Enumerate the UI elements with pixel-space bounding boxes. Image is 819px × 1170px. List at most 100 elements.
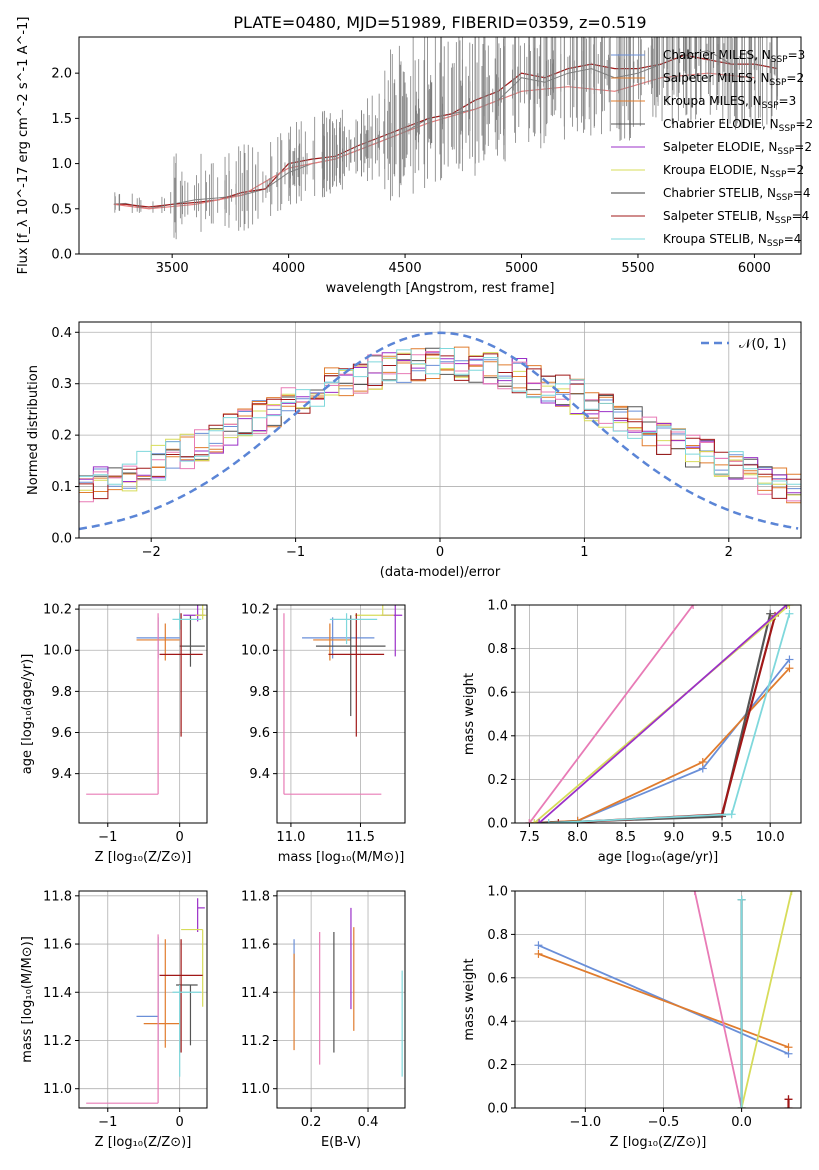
legend-eq: =4 — [793, 186, 811, 200]
plot-area — [293, 907, 403, 1077]
x-tick-label: 7.5 — [519, 830, 540, 845]
y-tick-label: 0.2 — [51, 429, 72, 444]
legend-sub: SSP — [767, 239, 784, 249]
plot-area — [79, 331, 801, 531]
legend-sub: SSP — [777, 147, 794, 157]
legend-label-4: Salpeter ELODIE, NSSP=2 — [663, 140, 812, 157]
massweight-line-0 — [538, 944, 789, 1055]
x-axis-label: mass [log₁₀(M/M⊙)] — [278, 850, 405, 865]
y-tick-label: 1.0 — [487, 599, 508, 614]
massweight-line-2 — [693, 891, 743, 1108]
x-tick-label: 11.5 — [346, 830, 375, 845]
plot-area — [283, 605, 403, 795]
y-tick-label: 0.2 — [487, 1058, 508, 1073]
y-axis-label: Normed distribution — [26, 365, 41, 495]
axes-frame — [78, 890, 208, 1109]
residual-histogram-8 — [79, 348, 801, 485]
massweight-vs-metallicity-panel: −1.0 −0.5 0.0 0.0 0.2 0.4 0.6 0.8 1.0 Z [log₁₀(Z/… — [462, 885, 802, 1150]
axes-frame — [276, 604, 406, 824]
massweight-vs-age-panel: 7.5 8.0 8.5 9.0 9.5 10.0 0.0 0.2 0.4 0.6 0.8 1.0 age… — [462, 599, 802, 865]
plot-area — [113, 37, 778, 240]
massweight-line-4 — [528, 605, 694, 823]
y-tick-label: 10.2 — [43, 603, 72, 618]
plot-area — [86, 605, 207, 795]
y-tick-label: 11.0 — [43, 1082, 72, 1097]
y-tick-label: 0.0 — [487, 1102, 508, 1117]
mass-vs-ebv-panel: 0.2 0.4 11.0 11.2 11.4 11.6 11.8 E(B-V) — [241, 889, 406, 1150]
x-axis-label: wavelength [Angstrom, rest frame] — [326, 281, 555, 296]
y-tick-label: 0.4 — [487, 1015, 508, 1030]
y-tick-label: 11.8 — [241, 889, 270, 904]
legend-eq: =2 — [786, 163, 804, 177]
x-tick-label: 2 — [725, 545, 733, 560]
legend-eq: =2 — [794, 140, 812, 154]
massweight-line-0 — [529, 658, 791, 823]
x-tick-label: −1.0 — [570, 1115, 602, 1130]
massweight-line-5 — [740, 891, 793, 1108]
x-axis-label: Z [log₁₀(Z/Z⊙)] — [95, 850, 192, 865]
x-tick-label: 0.2 — [301, 1115, 322, 1130]
x-tick-label: 0 — [176, 1115, 184, 1130]
y-tick-label: 10.0 — [241, 644, 270, 659]
y-tick-label: 11.2 — [241, 1034, 270, 1049]
axes-frame — [276, 890, 406, 1109]
y-tick-label: 1.5 — [51, 112, 72, 127]
legend-sub: SSP — [770, 170, 787, 180]
x-axis-label: age [log₁₀(age/yr)] — [598, 850, 719, 865]
axes-frame — [514, 604, 802, 824]
x-tick-label: −1 — [286, 545, 305, 560]
axes-frame — [514, 890, 802, 1109]
x-axis-label: Z [log₁₀(Z/Z⊙)] — [95, 1135, 192, 1150]
x-axis-label: Z [log₁₀(Z/Z⊙)] — [610, 1135, 707, 1150]
x-tick-label: −1 — [98, 830, 117, 845]
x-tick-label: 11.0 — [276, 830, 305, 845]
y-tick-label: 10.2 — [241, 603, 270, 618]
y-axis-label: mass [log₁₀(M/M⊙)] — [20, 936, 35, 1063]
gaussian-legend-label: 𝒩(0, 1) — [739, 337, 786, 352]
x-tick-label: 0 — [436, 545, 444, 560]
x-tick-label: 3500 — [156, 261, 189, 276]
x-tick-label: 9.0 — [664, 830, 685, 845]
x-tick-label: 0 — [176, 830, 184, 845]
legend-eq: =3 — [788, 48, 806, 62]
y-tick-label: 11.8 — [43, 889, 72, 904]
x-axis-label: (data-model)/error — [380, 565, 501, 580]
legend-sub: SSP — [779, 124, 796, 134]
x-tick-label: 0.4 — [358, 1115, 379, 1130]
plot-area — [525, 605, 794, 823]
legend-label-0: Chabrier MILES, NSSP=3 — [663, 48, 805, 65]
y-tick-label: 9.4 — [51, 767, 72, 782]
residuals-panel: −2 −1 0 1 2 0.0 0.1 0.2 0.3 0.4 (data-model)/error… — [26, 321, 802, 580]
y-tick-label: 0.1 — [51, 480, 72, 495]
y-tick-label: 11.6 — [43, 938, 72, 953]
x-tick-label: 4500 — [389, 261, 422, 276]
x-tick-label: 5000 — [505, 261, 538, 276]
y-tick-label: 0.6 — [487, 971, 508, 986]
legend-sub: SSP — [762, 101, 779, 111]
legend-eq: =4 — [792, 209, 810, 223]
legend-label-1: Salpeter MILES, NSSP=2 — [663, 71, 804, 88]
x-tick-label: 5500 — [621, 261, 654, 276]
y-axis-label: mass weight — [462, 673, 477, 755]
y-tick-label: 0.8 — [487, 928, 508, 943]
x-tick-label: −0.5 — [648, 1115, 680, 1130]
gaussian-curve — [79, 331, 799, 531]
mass-vs-metallicity-panel: −1 0 11.0 11.2 11.4 11.6 11.8 Z [log₁₀(Z/Z⊙)] ma… — [20, 889, 208, 1150]
y-tick-label: 0.0 — [487, 817, 508, 832]
y-tick-label: 11.0 — [241, 1082, 270, 1097]
x-tick-label: −1 — [98, 1115, 117, 1130]
y-tick-label: 9.6 — [51, 726, 72, 741]
y-axis-label: Flux [f_λ 10^-17 erg cm^-2 s^-1 A^-1] — [16, 17, 31, 275]
legend-label-8: Kroupa STELIB, NSSP=4 — [663, 232, 801, 249]
age-vs-metallicity-panel: −1 0 9.4 9.6 9.8 10.0 10.2 Z [log₁₀(Z/Z⊙)] age [… — [20, 603, 208, 865]
y-tick-label: 9.8 — [51, 685, 72, 700]
y-tick-label: 0.4 — [487, 729, 508, 744]
plot-area — [86, 898, 205, 1104]
legend-eq: =2 — [795, 117, 813, 131]
y-tick-label: 2.0 — [51, 67, 72, 82]
x-tick-label: 8.0 — [567, 830, 588, 845]
x-tick-label: 10.0 — [756, 830, 785, 845]
massweight-line-1 — [529, 667, 791, 823]
legend-sub: SSP — [770, 78, 787, 88]
